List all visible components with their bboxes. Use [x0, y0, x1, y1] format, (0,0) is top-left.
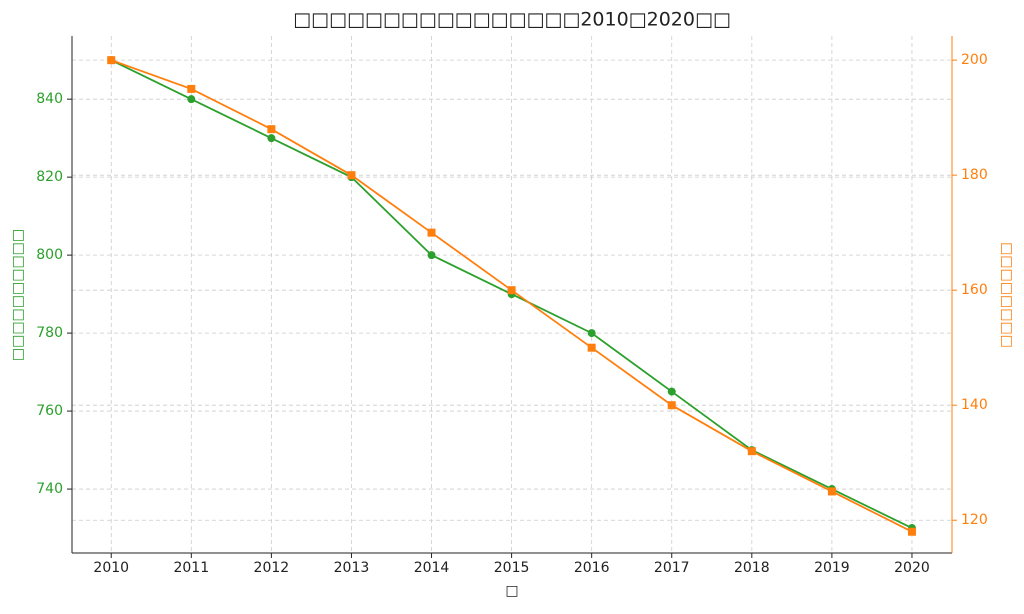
y2-tick-label: 120 — [961, 512, 988, 528]
chart-title: □□□□□□□□□□□□□□□□2010□2020□□ — [293, 9, 731, 31]
y2-tick-label: 140 — [961, 397, 988, 413]
marker — [187, 84, 196, 93]
x-axis-label: □ — [505, 583, 518, 599]
x-tick-label: 2019 — [814, 560, 850, 576]
marker — [587, 343, 596, 352]
x-tick-label: 2010 — [93, 560, 129, 576]
y-axis-label: □□□□□□□□□□ — [10, 229, 26, 361]
y-tick-label: 800 — [36, 247, 63, 263]
x-tick-label: 2013 — [334, 560, 370, 576]
x-tick-label: 2020 — [894, 560, 930, 576]
x-tick-label: 2016 — [574, 560, 610, 576]
marker — [427, 228, 436, 237]
y-tick-label: 740 — [36, 481, 63, 497]
marker — [667, 401, 676, 410]
y-tick-label: 760 — [36, 403, 63, 419]
y2-tick-label: 160 — [961, 282, 988, 298]
y2-axis-label: □□□□□□□□ — [998, 242, 1014, 348]
y-tick-label: 780 — [36, 325, 63, 341]
y-tick-label: 840 — [36, 91, 63, 107]
y2-tick-label: 200 — [961, 52, 988, 68]
marker — [267, 134, 276, 143]
marker — [507, 286, 516, 295]
marker — [587, 329, 596, 338]
x-tick-label: 2015 — [494, 560, 530, 576]
y-tick-label: 820 — [36, 169, 63, 185]
x-tick-label: 2011 — [173, 560, 209, 576]
x-tick-label: 2012 — [254, 560, 290, 576]
marker — [107, 56, 116, 65]
x-tick-label: 2017 — [654, 560, 690, 576]
marker — [427, 251, 436, 260]
marker — [267, 125, 276, 134]
x-tick-label: 2018 — [734, 560, 770, 576]
marker — [667, 387, 676, 396]
marker — [347, 171, 356, 180]
marker — [907, 527, 916, 536]
marker — [827, 487, 836, 496]
marker — [187, 95, 196, 104]
y2-tick-label: 180 — [961, 167, 988, 183]
x-tick-label: 2014 — [414, 560, 450, 576]
marker — [747, 447, 756, 456]
